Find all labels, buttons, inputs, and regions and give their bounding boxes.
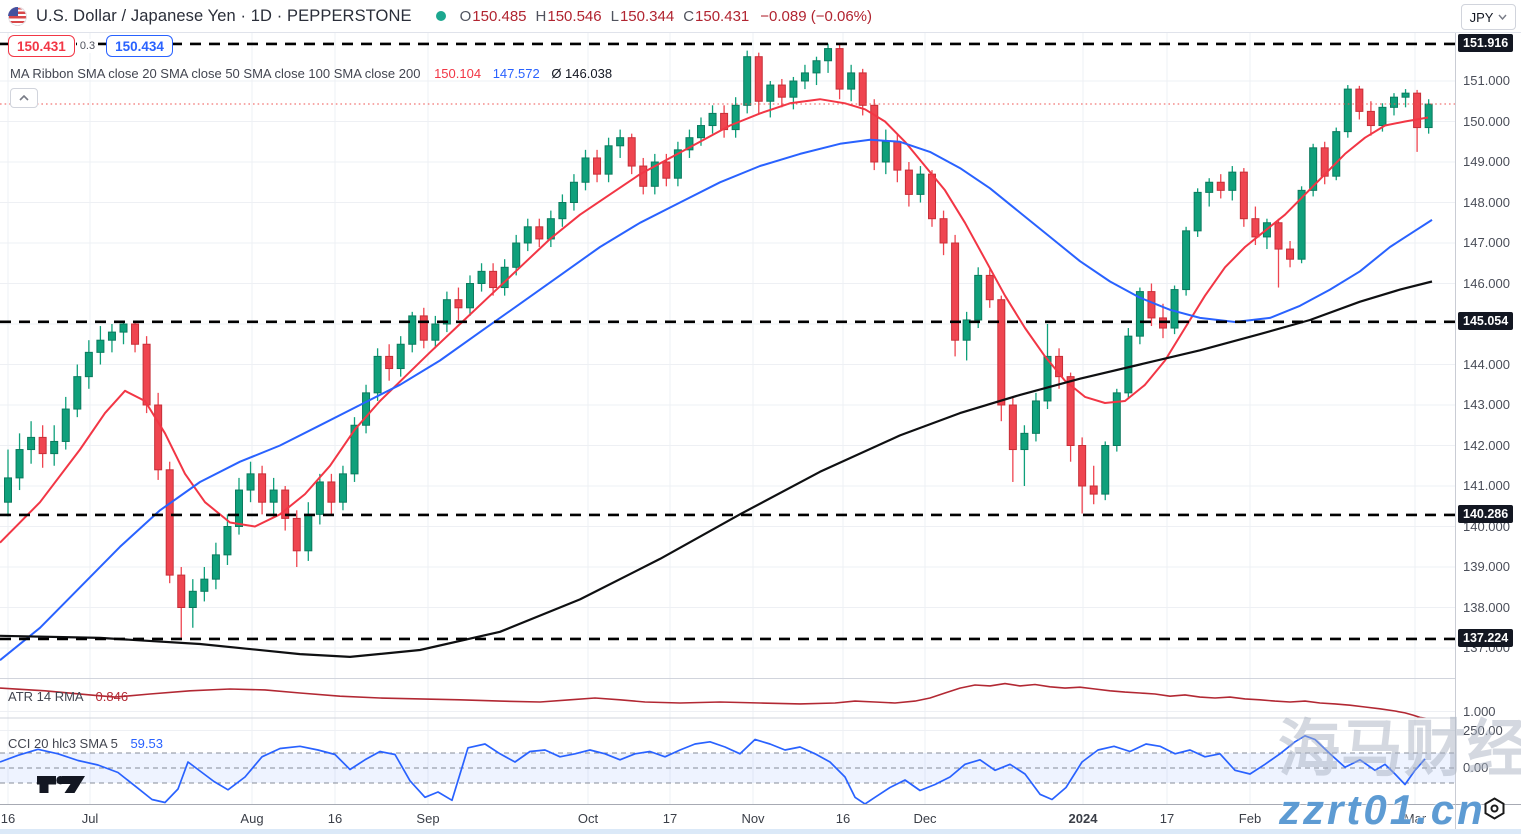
symbol-header: U.S. Dollar / Japanese Yen · 1D · PEPPER… [0,0,1521,33]
open-label: O [459,7,472,25]
cci-label[interactable]: CCI 20 hlc3 SMA 5 [8,736,118,751]
us-flag-icon [8,6,27,26]
atr-tick-label: 1.000 [1463,703,1496,719]
spread-value: 0.3 [76,39,99,53]
time-tick-label: Jul [81,811,99,826]
high-label: H [535,7,547,25]
time-tick-label: 16 [327,811,343,826]
price-tick-label: 143.000 [1463,397,1510,412]
atr-label[interactable]: ATR 14 RMA [8,689,83,704]
price-tick-label: 138.000 [1463,599,1510,615]
price-tick-label: 144.000 [1463,356,1510,372]
ma-ribbon-sma20-value: 150.104 [434,66,482,81]
price-tick-label: 149.000 [1463,154,1510,169]
cci-tick-label: 0.00 [1463,760,1489,775]
legend-collapse-button[interactable] [10,88,38,108]
axis-corner [1455,804,1521,834]
open-value: 150.485 [472,7,527,25]
price-tick-label: 148.000 [1463,194,1510,210]
cci-value: 59.53 [130,736,163,751]
time-tick-label: Mar [1403,811,1427,826]
high-value: 150.546 [547,7,602,25]
time-tick-label: Sep [416,811,440,826]
time-tick-label: Aug [240,811,264,826]
price-tick-label: 150.000 [1463,113,1510,129]
sell-button[interactable]: 150.431 [8,35,75,57]
market-status-icon [435,11,446,21]
price-level-badge: 137.224 [1458,629,1514,648]
close-label: C [683,7,695,25]
price-tick-label: 142.000 [1463,437,1510,453]
price-level-badge: 145.054 [1458,312,1514,331]
low-label: L [610,7,619,25]
price-tick-label: 146.000 [1463,275,1510,291]
time-tick-label: 17 [662,811,678,826]
currency-label: JPY [1469,9,1494,25]
chevron-down-icon [1498,14,1507,20]
time-tick-label: Dec [913,811,937,826]
cci-tick-label: 250.00 [1463,722,1503,738]
order-panel: 150.431 0.3 150.434 [8,35,173,57]
time-tick-label: 2024 [1068,811,1098,826]
tradingview-logo-icon [37,776,85,793]
price-tick-label: 147.000 [1463,235,1510,250]
atr-legend: ATR 14 RMA 0.846 [8,689,128,704]
low-value: 150.344 [619,7,675,25]
time-tick-label: Oct [577,811,599,826]
time-tick-label: 17 [1159,811,1175,826]
price-level-badge: 140.286 [1458,505,1514,524]
change-value: −0.089 (−0.06%) [760,7,873,25]
tradingview-logo[interactable] [35,772,89,801]
atr-value: 0.846 [95,689,129,704]
ma-ribbon-avg-value: Ø 146.038 [551,66,613,81]
price-tick-label: 139.000 [1463,559,1510,574]
time-tick-label: Feb [1238,811,1262,826]
time-tick-label: 16 [835,811,851,826]
price-scale[interactable]: 151.000 150.000 149.000 148.000 147.000 146.0… [1455,33,1521,804]
symbol-title[interactable]: U.S. Dollar / Japanese Yen · 1D · PEPPER… [36,6,412,25]
ohlc-values: O150.485 H150.546 L150.344 C150.431 −0.0… [460,8,872,25]
ma-ribbon-sma50-value: 147.572 [492,66,540,81]
close-value: 150.431 [695,7,750,25]
chevron-up-icon [19,95,29,101]
ma-ribbon-legend: MA Ribbon SMA close 20 SMA close 50 SMA … [10,66,612,81]
ma-ribbon-label[interactable]: MA Ribbon SMA close 20 SMA close 50 SMA … [10,66,421,81]
currency-dropdown[interactable]: JPY [1461,4,1516,30]
time-axis[interactable]: 16 Jul Aug 16 Sep Oct 17 Nov 16 Dec 2024 17 Feb Mar [0,804,1455,834]
cci-legend: CCI 20 hlc3 SMA 5 59.53 [8,736,163,751]
time-tick-label: Nov [741,811,765,826]
time-tick-label: 16 [0,811,16,826]
price-level-badge: 151.916 [1458,34,1514,53]
price-tick-label: 151.000 [1463,73,1510,88]
buy-button[interactable]: 150.434 [106,35,173,57]
price-tick-label: 141.000 [1463,478,1510,493]
